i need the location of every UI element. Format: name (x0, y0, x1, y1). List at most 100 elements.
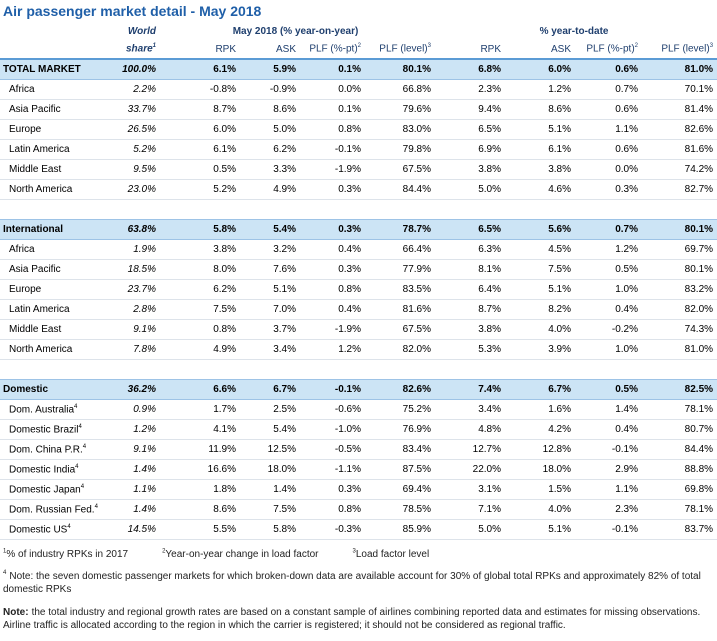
cell: 0.8% (300, 279, 365, 300)
footnote-mark: 4 (82, 443, 87, 450)
cell: 8.2% (505, 299, 575, 320)
header-label: ASK (550, 43, 571, 55)
cell: 6.1% (160, 58, 240, 80)
row-label: Asia Pacific (0, 259, 110, 280)
cell: 3.4% (240, 339, 300, 360)
note-text: the total industry and regional growth r… (3, 606, 701, 631)
footnote-mark: 4 (94, 503, 98, 510)
cell: 80.1% (642, 259, 717, 280)
header-row: World May 2018 (% year-on-year) % year-to-… (0, 22, 717, 40)
footnote-mark: 2 (634, 43, 638, 50)
cell: 5.3% (435, 339, 505, 360)
spacer (0, 360, 717, 380)
cell: -1.9% (300, 319, 365, 340)
cell: 18.0% (240, 459, 300, 480)
cell: 67.5% (365, 159, 435, 180)
cell: 2.2% (110, 79, 160, 100)
cell: 69.7% (642, 239, 717, 260)
cell: 0.8% (300, 499, 365, 520)
label: North America (9, 344, 73, 355)
cell: 18.5% (110, 259, 160, 280)
cell: 7.5% (240, 499, 300, 520)
cell: 12.8% (505, 439, 575, 460)
label: Dom. Australia (9, 404, 75, 416)
cell: 6.5% (435, 219, 505, 240)
cell: 1.4% (110, 459, 160, 480)
cell: 4.5% (505, 239, 575, 260)
footnote-mark: 3 (427, 43, 431, 50)
cell: 23.0% (110, 179, 160, 200)
footnote-mark: 1 (152, 43, 156, 50)
table-row: Middle East 9.1% 0.8% 3.7% -1.9% 67.5% 3.8% 4.0… (0, 319, 717, 340)
footnote-mark: 2 (357, 43, 361, 50)
cell: 6.7% (505, 379, 575, 400)
footnote-line: 1% of industry RPKs in 2017 2Year-on-year… (3, 546, 713, 561)
header-label: PLF (level) (661, 43, 710, 55)
cell: 6.9% (435, 139, 505, 160)
footnote-mark: 4 (3, 570, 7, 577)
cell: share1 (110, 40, 160, 60)
column-header: ASK (240, 40, 300, 60)
spacer (0, 200, 717, 220)
table-row: Latin America 2.8% 7.5% 7.0% 0.4% 81.6% 8.7% 8.… (0, 299, 717, 320)
cell (0, 40, 110, 60)
cell: 11.9% (160, 439, 240, 460)
cell: 80.7% (642, 419, 717, 440)
cell: 3.8% (505, 159, 575, 180)
cell: 0.6% (575, 99, 642, 120)
row-label: Domestic US4 (0, 519, 110, 540)
header-row: share1 RPK ASK PLF (%-pt)2 PLF (level)3 RPK AS… (0, 40, 717, 60)
cell: 5.5% (160, 519, 240, 540)
cell: 0.6% (575, 58, 642, 80)
cell: 8.6% (160, 499, 240, 520)
table-row: Latin America 5.2% 6.1% 6.2% -0.1% 79.8% 6.9% 6… (0, 139, 717, 160)
cell: 82.7% (642, 179, 717, 200)
cell: 0.9% (110, 399, 160, 420)
cell: 4.8% (435, 419, 505, 440)
footnote-text: % of industry RPKs in 2017 (6, 549, 129, 561)
cell: 0.1% (300, 58, 365, 80)
cell: 84.4% (365, 179, 435, 200)
cell: 7.5% (505, 259, 575, 280)
cell: -0.3% (300, 519, 365, 540)
cell: 82.5% (642, 379, 717, 400)
cell: 82.0% (642, 299, 717, 320)
label: Dom. China P.R. (9, 444, 83, 456)
cell: 5.2% (160, 179, 240, 200)
cell: -0.1% (575, 519, 642, 540)
table-row: Africa 1.9% 3.8% 3.2% 0.4% 66.4% 6.3% 4.5% 1.2% 6… (0, 239, 717, 260)
cell: 4.9% (160, 339, 240, 360)
cell: 4.1% (160, 419, 240, 440)
cell: 81.4% (642, 99, 717, 120)
cell: 3.2% (240, 239, 300, 260)
cell: 78.1% (642, 499, 717, 520)
cell: 1.4% (575, 399, 642, 420)
cell: 0.4% (575, 419, 642, 440)
cell: 69.8% (642, 479, 717, 500)
cell: 78.7% (365, 219, 435, 240)
cell: 81.6% (642, 139, 717, 160)
cell: 7.4% (435, 379, 505, 400)
cell: 1.6% (505, 399, 575, 420)
group-header: % year-to-date (539, 25, 609, 37)
cell: 5.0% (240, 119, 300, 140)
cell: 0.8% (300, 119, 365, 140)
cell: 81.0% (642, 58, 717, 80)
cell: 5.0% (435, 519, 505, 540)
cell: 0.5% (575, 259, 642, 280)
cell: 1.2% (110, 419, 160, 440)
label: North America (9, 184, 73, 195)
cell: 2.5% (240, 399, 300, 420)
header-label: PLF (level) (379, 43, 428, 55)
cell: 79.8% (365, 139, 435, 160)
row-label: Asia Pacific (0, 99, 110, 120)
cell: 2.9% (575, 459, 642, 480)
label: Africa (9, 84, 35, 95)
label: TOTAL MARKET (3, 64, 81, 75)
table-row: Europe 26.5% 6.0% 5.0% 0.8% 83.0% 6.5% 5.1% 1.1%… (0, 119, 717, 140)
table-row: Domestic Japan4 1.1% 1.8% 1.4% 0.3% 69.4% 3.1%… (0, 479, 717, 500)
footnote: 1% of industry RPKs in 2017 (3, 549, 128, 560)
label: Middle East (9, 164, 62, 175)
column-header: ASK (505, 40, 575, 60)
cell: 3.8% (435, 159, 505, 180)
